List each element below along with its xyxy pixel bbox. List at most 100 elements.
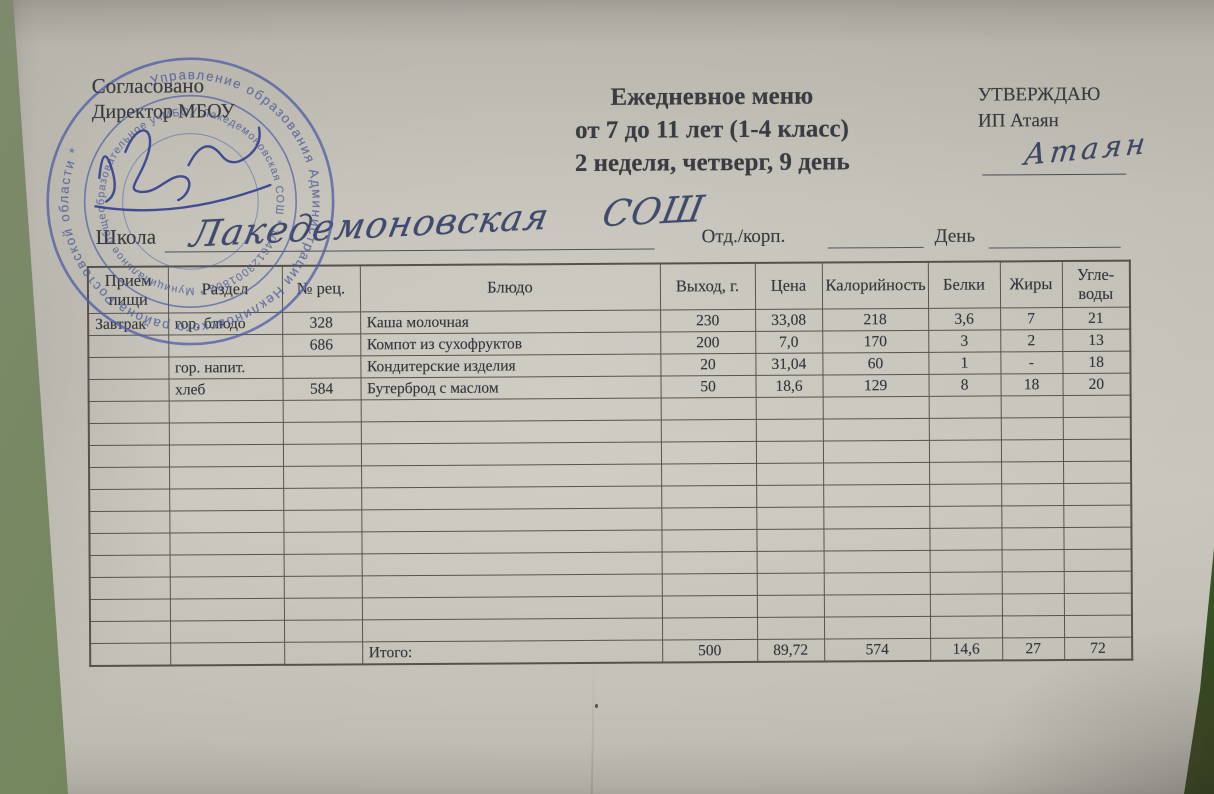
menu-cell: Итого: [362, 640, 663, 665]
menu-column-header: Выход, г. [659, 262, 756, 311]
menu-cell: 18 [1000, 373, 1063, 396]
menu-cell [169, 466, 284, 490]
menu-cell [823, 616, 931, 640]
menu-cell: Бутерброд с маслом [360, 376, 661, 400]
menu-cell: 20 [1062, 373, 1131, 396]
menu-cell [756, 551, 824, 574]
menu-cell: Компот из сухофруктов [360, 332, 661, 356]
menu-cell: 230 [660, 309, 756, 333]
document-title: Ежедневное меню от 7 до 11 лет (1-4 клас… [534, 79, 891, 180]
menu-cell [1001, 505, 1064, 528]
menu-cell [1001, 615, 1065, 638]
menu-cell [1062, 417, 1131, 440]
menu-cell [756, 595, 824, 618]
menu-cell [283, 597, 362, 621]
menu-cell [360, 420, 661, 444]
menu-cell: 20 [660, 353, 756, 377]
menu-cell [823, 484, 930, 508]
menu-cell: 8 [928, 373, 1001, 397]
menu-cell [823, 506, 930, 530]
menu-cell [1001, 549, 1064, 572]
menu-cell [361, 552, 662, 576]
menu-cell [929, 483, 1002, 507]
menu-cell [661, 529, 757, 553]
menu-cell [928, 417, 1001, 441]
menu-cell [89, 511, 170, 534]
menu-cell [661, 485, 757, 509]
menu-cell [822, 396, 929, 420]
menu-cell [282, 421, 361, 445]
menu-cell: 13 [1062, 329, 1131, 352]
menu-cell [1063, 527, 1132, 550]
menu-cell [929, 593, 1002, 617]
menu-cell [1063, 483, 1132, 506]
approve-block: УТВЕРЖДАЮ ИП Атаян [978, 82, 1101, 135]
menu-cell [283, 553, 362, 577]
menu-cell [361, 574, 662, 598]
menu-column-header: Угле-воды [1061, 260, 1131, 308]
menu-column-header: Калорийность [821, 261, 929, 310]
menu-cell [823, 550, 930, 574]
menu-cell [1000, 417, 1063, 440]
menu-cell: 200 [660, 331, 756, 355]
menu-cell [929, 549, 1002, 573]
menu-cell [360, 442, 662, 466]
menu-cell [169, 488, 284, 512]
menu-cell [1001, 483, 1064, 506]
menu-cell [823, 572, 930, 596]
menu-cell: хлеб [168, 378, 283, 402]
menu-cell [929, 527, 1002, 551]
dept-label: Отд./корп. [701, 225, 786, 248]
menu-cell: 33,08 [755, 309, 823, 332]
menu-cell [755, 419, 823, 442]
menu-cell [660, 441, 757, 465]
menu-cell [660, 397, 756, 421]
menu-cell [1000, 439, 1064, 462]
menu-cell [89, 467, 170, 490]
menu-cell [755, 441, 824, 464]
menu-cell [756, 507, 824, 530]
paper-speck [595, 704, 598, 708]
menu-cell [929, 505, 1002, 529]
menu-cell: 14,6 [930, 637, 1003, 661]
menu-cell: 129 [822, 374, 929, 398]
menu-cell [282, 355, 361, 379]
menu-cell [756, 485, 824, 508]
menu-cell [360, 398, 661, 422]
menu-cell [169, 510, 284, 534]
menu-cell: 2 [1000, 329, 1063, 352]
approve-name: ИП Атаян [977, 110, 1059, 132]
menu-cell [661, 551, 757, 575]
menu-cell [661, 595, 757, 619]
agreed-label: Согласовано [91, 73, 205, 98]
menu-cell [929, 571, 1002, 595]
menu-cell [170, 642, 285, 666]
approve-label: УТВЕРЖДАЮ [977, 83, 1101, 106]
director-signature-icon [94, 126, 272, 212]
menu-cell [88, 401, 169, 424]
menu-cell [1063, 571, 1132, 594]
menu-cell: Каша молочная [360, 310, 661, 334]
menu-cell [88, 423, 169, 446]
menu-cell [661, 617, 758, 641]
menu-cell: 27 [1002, 637, 1065, 661]
menu-cell: 3,6 [928, 307, 1001, 331]
menu-cell: 500 [662, 639, 758, 663]
menu-cell [90, 643, 171, 667]
menu-cell: 584 [282, 377, 361, 401]
menu-cell [168, 400, 283, 424]
menu-cell [169, 554, 284, 578]
menu-cell [89, 599, 170, 622]
menu-cell: 686 [282, 333, 361, 357]
menu-column-header: Жиры [999, 261, 1063, 308]
menu-cell [168, 422, 283, 446]
title-line-1: Ежедневное меню [610, 82, 814, 111]
menu-cell [756, 573, 824, 596]
menu-column-header: Цена [754, 262, 823, 310]
menu-cell: 18 [1062, 351, 1131, 374]
menu-cell [1001, 593, 1064, 616]
menu-cell [169, 598, 284, 622]
